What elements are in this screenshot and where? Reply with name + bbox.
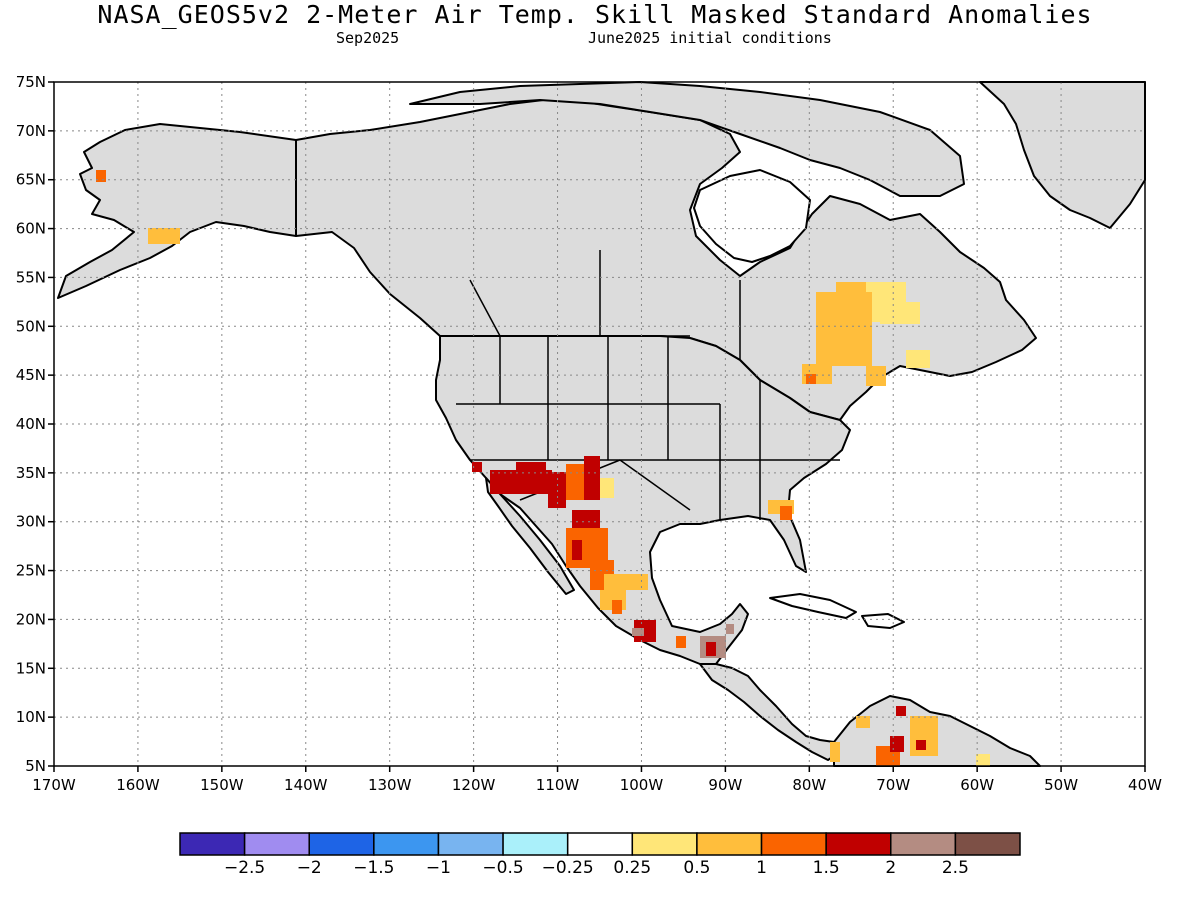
anomaly-guatemala-2 — [706, 642, 716, 656]
land-cuba — [769, 593, 857, 619]
map-title: NASA_GEOS5v2 2-Meter Air Temp. Skill Mas… — [97, 0, 1093, 29]
anomaly-nm-3 — [584, 456, 600, 500]
lat-tick-label: 25N — [16, 562, 46, 580]
colorbar-label: 2.5 — [942, 858, 969, 878]
anomaly-alaska-2 — [96, 170, 106, 182]
anomaly-az — [472, 462, 482, 472]
lat-tick-label: 40N — [16, 415, 46, 433]
anomaly-nm-4 — [600, 478, 614, 498]
lon-tick-label: 100W — [620, 776, 664, 794]
colorbar-label: 0.5 — [683, 858, 710, 878]
anomaly-venezuela-2 — [916, 740, 926, 750]
axis-ticks — [48, 81, 1146, 772]
lon-tick-label: 140W — [284, 776, 328, 794]
lat-tick-label: 10N — [16, 708, 46, 726]
lon-tick-label: 170W — [32, 776, 76, 794]
anomaly-yucatan — [726, 624, 734, 634]
anomaly-shading — [96, 170, 990, 766]
lat-tick-label: 35N — [16, 464, 46, 482]
lat-tick-label: 5N — [25, 757, 46, 775]
anomaly-maritimes — [906, 350, 930, 368]
colorbar-label: −1.5 — [353, 858, 394, 878]
anomaly-maritimes-2 — [866, 366, 886, 386]
colorbar-label: 1 — [756, 858, 767, 878]
lat-tick-label: 55N — [16, 268, 46, 286]
anomaly-mexico-5 — [612, 600, 622, 614]
colorbar-label: 1.5 — [813, 858, 840, 878]
colorbar-swatch — [825, 832, 892, 856]
colorbar-swatch — [437, 832, 504, 856]
colorbar-swatch — [954, 832, 1021, 856]
land-us-mexico — [435, 335, 851, 665]
anomaly-oaxaca — [634, 620, 656, 642]
lon-tick-label: 110W — [536, 776, 580, 794]
lat-tick-label: 65N — [16, 171, 46, 189]
colorbar-label: 2 — [885, 858, 896, 878]
colorbar-label: −2.5 — [224, 858, 265, 878]
anomaly-ontario-2 — [806, 374, 816, 384]
land-alaska — [57, 123, 297, 299]
anomaly-panama — [856, 716, 870, 728]
colorbar-swatch — [373, 832, 440, 856]
lon-tick-label: 70W — [876, 776, 910, 794]
lon-tick-label: 50W — [1044, 776, 1078, 794]
lon-tick-label: 120W — [452, 776, 496, 794]
lat-tick-label: 70N — [16, 122, 46, 140]
colorbar-swatch — [890, 832, 957, 856]
anomaly-oaxaca-2 — [632, 628, 644, 636]
political-borders — [295, 140, 840, 520]
anomaly-yucatan-2 — [676, 636, 686, 648]
lat-tick-label: 20N — [16, 610, 46, 628]
lat-tick-label: 15N — [16, 659, 46, 677]
colorbar-swatch — [502, 832, 569, 856]
graticule — [54, 82, 1145, 766]
anomaly-colombia-2 — [890, 736, 904, 752]
colorbar: −2.5 −2 −1.5 −1 −0.5 −0.25 0.25 0.5 1 1.5 2 2.5 — [179, 832, 1021, 878]
lon-tick-label: 150W — [200, 776, 244, 794]
anomaly-panama-2 — [830, 742, 840, 762]
anomaly-venezuela-3 — [896, 706, 906, 716]
lat-tick-label: 45N — [16, 366, 46, 384]
anomaly-nm-2 — [548, 472, 566, 508]
anomaly-sw-us-2 — [516, 462, 546, 478]
axis-labels: 75N 70N 65N 60N 55N 50N 45N 40N 35N 30N 25N 20N 15N 1… — [16, 73, 1162, 794]
lat-tick-label: 60N — [16, 220, 46, 238]
colorbar-swatch — [760, 832, 827, 856]
anomaly-quebec — [816, 292, 872, 366]
anomaly-quebec-3 — [880, 302, 920, 324]
lon-tick-label: 130W — [368, 776, 412, 794]
colorbar-label: −2 — [297, 858, 322, 878]
lat-tick-label: 75N — [16, 73, 46, 91]
colorbar-swatch — [243, 832, 310, 856]
colorbar-label: −1 — [426, 858, 451, 878]
anomaly-alaska — [148, 228, 180, 244]
lon-tick-label: 160W — [116, 776, 160, 794]
lon-tick-label: 90W — [708, 776, 742, 794]
colorbar-label: −0.5 — [482, 858, 523, 878]
colorbar-label: −0.25 — [542, 858, 594, 878]
anomaly-georgia-2 — [780, 506, 792, 520]
anomaly-mexico-6 — [572, 540, 582, 560]
colorbar-swatch — [631, 832, 698, 856]
colorbar-label: 0.25 — [613, 858, 651, 878]
colorbar-swatch — [179, 832, 246, 856]
initial-conditions: June2025 initial conditions — [588, 29, 832, 47]
forecast-month: Sep2025 — [336, 29, 400, 47]
colorbar-swatch — [308, 832, 375, 856]
lon-tick-label: 80W — [792, 776, 826, 794]
lat-tick-label: 30N — [16, 513, 46, 531]
anomaly-chihuahua — [572, 510, 600, 532]
lon-tick-label: 40W — [1128, 776, 1162, 794]
colorbar-swatch — [696, 832, 763, 856]
land-baja — [485, 477, 575, 595]
anomaly-mexico-3 — [604, 574, 648, 590]
anomaly-quebec-2 — [836, 282, 866, 302]
anomaly-guyana — [976, 754, 990, 766]
lat-tick-label: 50N — [16, 317, 46, 335]
lon-tick-label: 60W — [960, 776, 994, 794]
colorbar-swatch — [566, 832, 634, 856]
